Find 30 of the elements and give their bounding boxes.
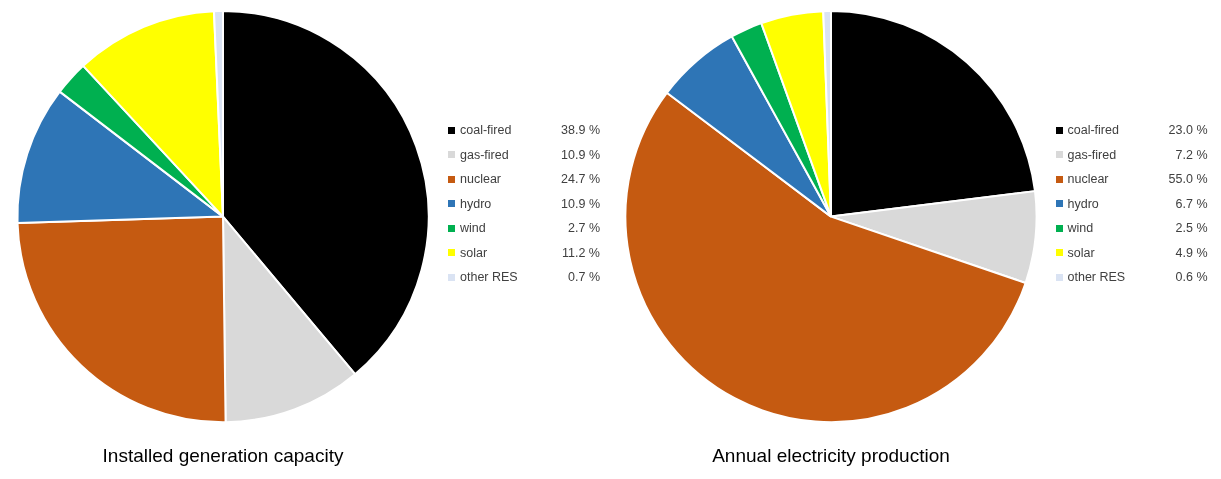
legend-label: wind (460, 221, 487, 236)
legend-label: coal-fired (460, 123, 513, 138)
legend-label: gas-fired (460, 147, 510, 162)
legend-label: hydro (1067, 196, 1100, 211)
legend-label: other RES (1067, 270, 1127, 285)
data-label: 24.7 % (560, 172, 600, 187)
legend-label: other RES (460, 270, 519, 285)
data-label: 4.9 % (1174, 245, 1208, 260)
data-label: 2.7 % (567, 221, 600, 236)
data-label: 10.9 % (560, 147, 600, 162)
data-label: 55.0 % (1167, 172, 1208, 187)
legend-label: hydro (460, 196, 493, 211)
data-label: 0.6 % (1174, 270, 1208, 285)
data-label: 6.7 % (1174, 196, 1208, 211)
text: Installed generation capacity (102, 444, 344, 466)
data-label: 2.5 % (1174, 221, 1208, 236)
data-label: 10.9 % (560, 196, 600, 211)
legend-label: nuclear (1067, 172, 1110, 187)
legend-label: gas-fired (1067, 147, 1118, 162)
data-label: 38.9 % (560, 123, 600, 138)
legend-label: nuclear (460, 172, 502, 187)
legend-label: coal-fired (1067, 123, 1120, 138)
data-label: 0.7 % (567, 270, 600, 285)
legend-label: wind (1067, 221, 1095, 236)
text: Annual electricity production (711, 444, 950, 466)
legend-label: solar (460, 245, 489, 260)
data-label: 11.2 % (561, 245, 600, 260)
data-label: 7.2 % (1174, 147, 1208, 162)
data-label: 23.0 % (1167, 123, 1208, 138)
legend-label: solar (1067, 245, 1096, 260)
